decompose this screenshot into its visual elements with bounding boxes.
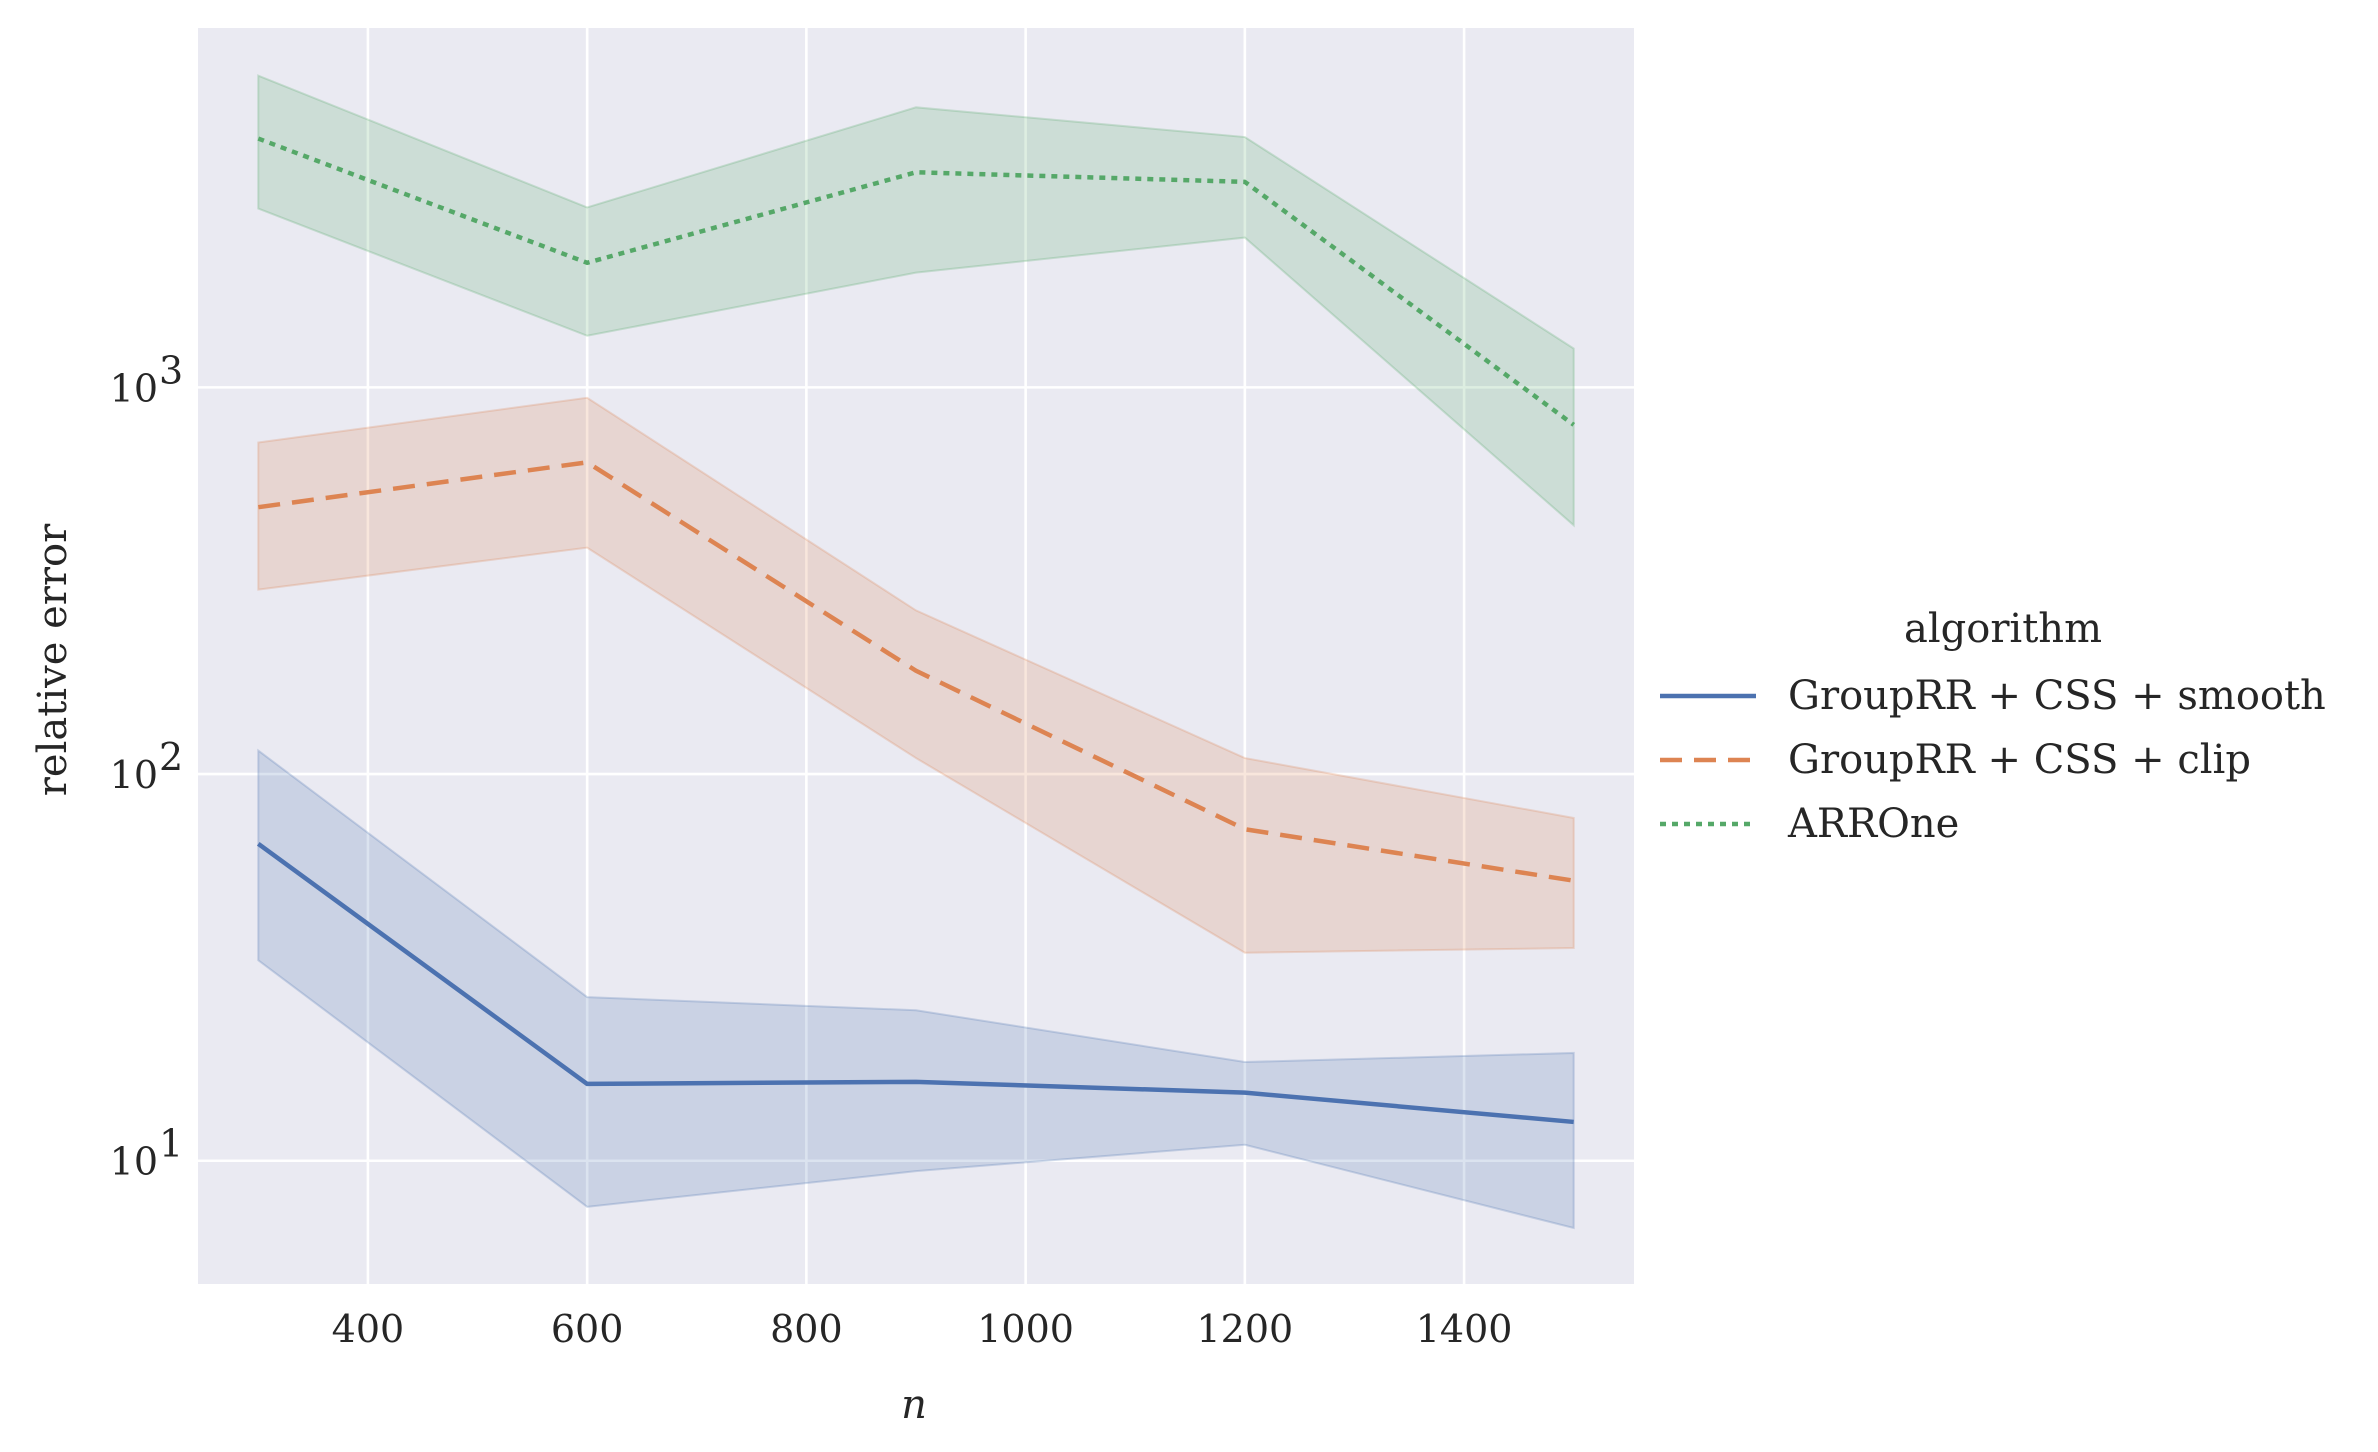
- legend-label: GroupRR + CSS + smooth: [1788, 673, 2326, 719]
- legend-entry: GroupRR + CSS + smooth: [1660, 673, 2326, 719]
- legend-label: ARROne: [1787, 801, 1959, 847]
- legend-entry: ARROne: [1660, 801, 1959, 847]
- band-0: [257, 748, 1575, 1230]
- series-lines: [256, 136, 1576, 1125]
- series-line-2: [257, 136, 1576, 427]
- y-tick-base: 10: [110, 753, 158, 797]
- legend-items: GroupRR + CSS + smooth GroupRR + CSS + cl…: [1660, 673, 2326, 847]
- y-axis-title: relative error: [30, 523, 76, 796]
- band-1: [257, 396, 1575, 954]
- x-tick-label: 800: [770, 1307, 843, 1351]
- y-tick-exponent: 3: [159, 348, 183, 392]
- y-tick-label: 10 2: [110, 735, 184, 797]
- x-tick-label: 400: [332, 1307, 405, 1351]
- y-tick-base: 10: [110, 366, 158, 410]
- series-line-1: [257, 460, 1575, 883]
- grid-layer: [198, 28, 1634, 1284]
- y-tick-label: 10 3: [110, 348, 184, 410]
- series-line-0: [256, 842, 1574, 1125]
- y-tick-label: 10 1: [110, 1122, 184, 1184]
- x-tick-label: 1400: [1416, 1307, 1513, 1351]
- x-tick-labels: 400 600 800 1000 1200 1400: [332, 1307, 1513, 1351]
- legend-title: algorithm: [1904, 606, 2102, 652]
- plot-background: [198, 28, 1634, 1284]
- legend-entry: GroupRR + CSS + clip: [1660, 737, 2251, 783]
- x-tick-label: 1200: [1196, 1307, 1293, 1351]
- legend: algorithm GroupRR + CSS + smoothGroupRR …: [1660, 606, 2326, 847]
- x-tick-label: 1000: [977, 1307, 1074, 1351]
- confidence-bands: [257, 74, 1575, 1230]
- band-2: [257, 74, 1575, 528]
- legend-label: GroupRR + CSS + clip: [1788, 737, 2251, 783]
- x-tick-label: 600: [551, 1307, 624, 1351]
- y-tick-base: 10: [110, 1140, 158, 1184]
- x-axis-title: n: [901, 1382, 927, 1428]
- y-tick-exponent: 2: [159, 735, 183, 779]
- y-tick-exponent: 1: [159, 1122, 183, 1166]
